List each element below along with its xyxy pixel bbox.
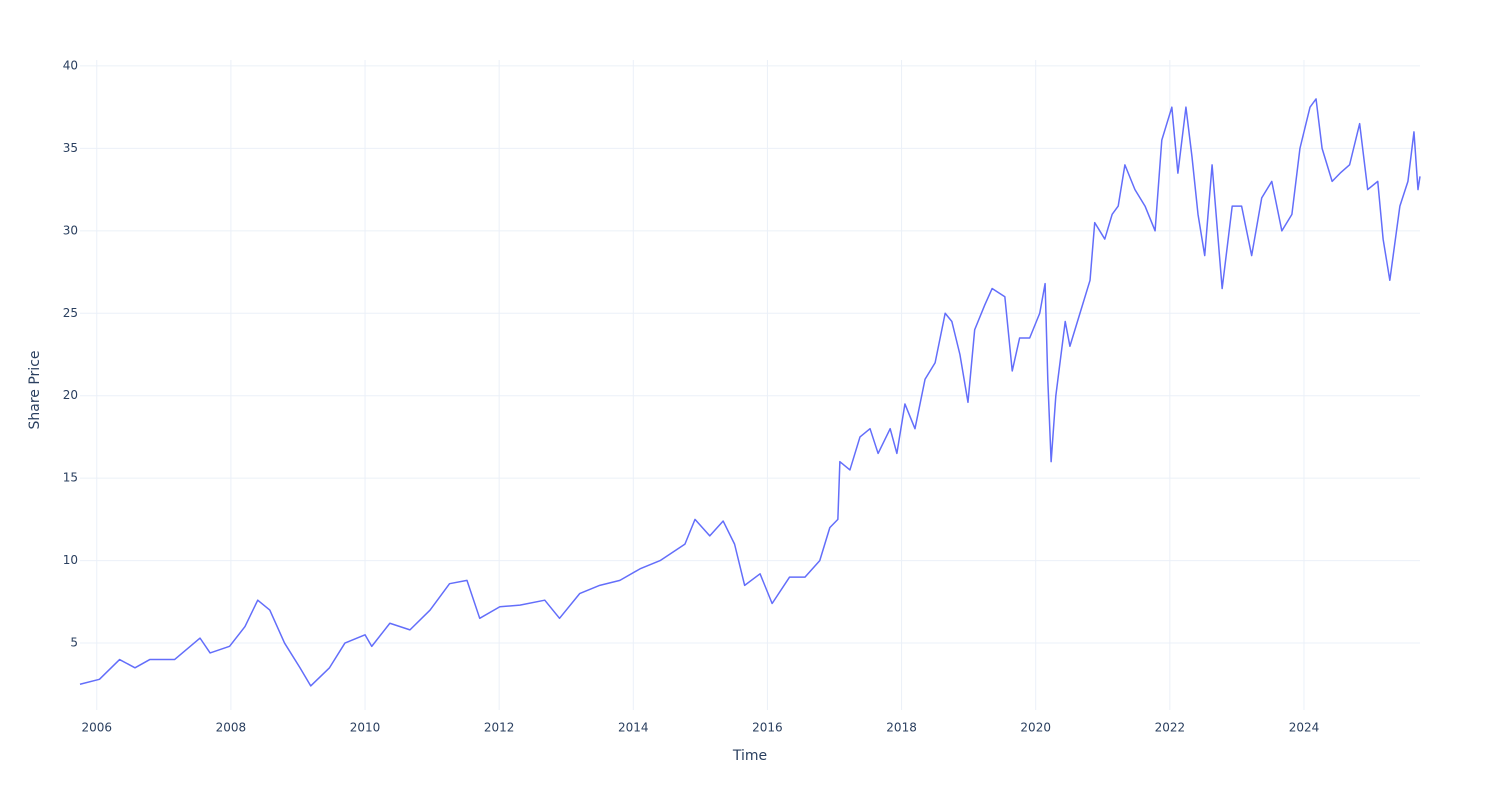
y-tick-label: 20 xyxy=(63,388,78,402)
x-tick-label: 2010 xyxy=(350,721,381,735)
x-tick-label: 2006 xyxy=(81,721,112,735)
y-tick-label: 15 xyxy=(63,471,78,485)
y-tick-label: 30 xyxy=(63,223,78,237)
y-tick-label: 10 xyxy=(63,553,78,567)
x-tick-label: 2024 xyxy=(1289,721,1320,735)
x-tick-label: 2022 xyxy=(1155,721,1186,735)
y-tick-label: 35 xyxy=(63,141,78,155)
x-tick-label: 2008 xyxy=(216,721,247,735)
y-axis-title: Share Price xyxy=(27,350,43,429)
x-axis-title: Time xyxy=(732,748,767,764)
x-tick-label: 2012 xyxy=(484,721,515,735)
y-tick-label: 40 xyxy=(63,58,78,72)
x-tick-label: 2018 xyxy=(886,721,917,735)
y-tick-label: 5 xyxy=(70,636,78,650)
x-tick-label: 2020 xyxy=(1020,721,1051,735)
price-line xyxy=(79,98,1421,687)
x-tick-label: 2014 xyxy=(618,721,649,735)
y-tick-label: 25 xyxy=(63,306,78,320)
x-tick-label: 2016 xyxy=(752,721,783,735)
